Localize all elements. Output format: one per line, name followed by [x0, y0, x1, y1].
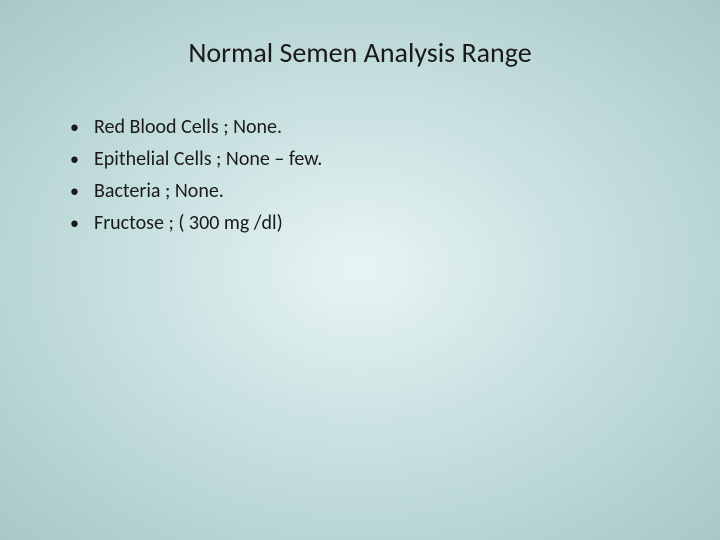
list-item: • Bacteria ; None. — [70, 179, 670, 203]
bullet-icon: • — [70, 116, 94, 138]
slide-container: Normal Semen Analysis Range • Red Blood … — [0, 0, 720, 540]
slide-title: Normal Semen Analysis Range — [50, 35, 670, 70]
bullet-list: • Red Blood Cells ; None. • Epithelial C… — [50, 115, 670, 235]
list-item: • Epithelial Cells ; None – few. — [70, 147, 670, 171]
list-item: • Red Blood Cells ; None. — [70, 115, 670, 139]
bullet-icon: • — [70, 212, 94, 234]
bullet-text: Epithelial Cells ; None – few. — [94, 147, 670, 171]
list-item: • Fructose ; ( 300 mg /dl) — [70, 211, 670, 235]
bullet-icon: • — [70, 180, 94, 202]
bullet-text: Bacteria ; None. — [94, 179, 670, 203]
bullet-text: Red Blood Cells ; None. — [94, 115, 670, 139]
bullet-icon: • — [70, 148, 94, 170]
bullet-text: Fructose ; ( 300 mg /dl) — [94, 211, 670, 235]
